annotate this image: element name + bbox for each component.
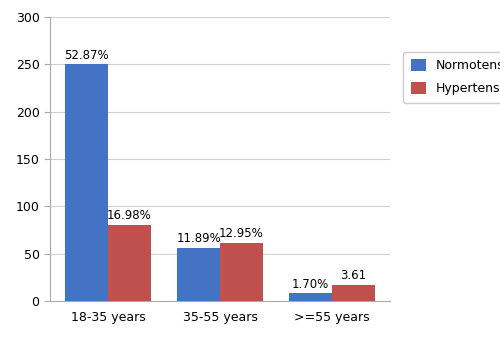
- Bar: [220, 243, 262, 301]
- Text: 52.87%: 52.87%: [64, 49, 109, 62]
- Text: 12.95%: 12.95%: [219, 227, 264, 240]
- Bar: [290, 293, 332, 301]
- Bar: [66, 64, 108, 301]
- Bar: [332, 285, 374, 301]
- Text: 3.61: 3.61: [340, 269, 366, 282]
- Text: 11.89%: 11.89%: [176, 232, 221, 245]
- Bar: [108, 225, 150, 301]
- Bar: [178, 248, 220, 301]
- Legend: Normotensive, Hypertensive: Normotensive, Hypertensive: [403, 52, 500, 103]
- Text: 1.70%: 1.70%: [292, 278, 330, 291]
- Text: 16.98%: 16.98%: [107, 209, 152, 222]
